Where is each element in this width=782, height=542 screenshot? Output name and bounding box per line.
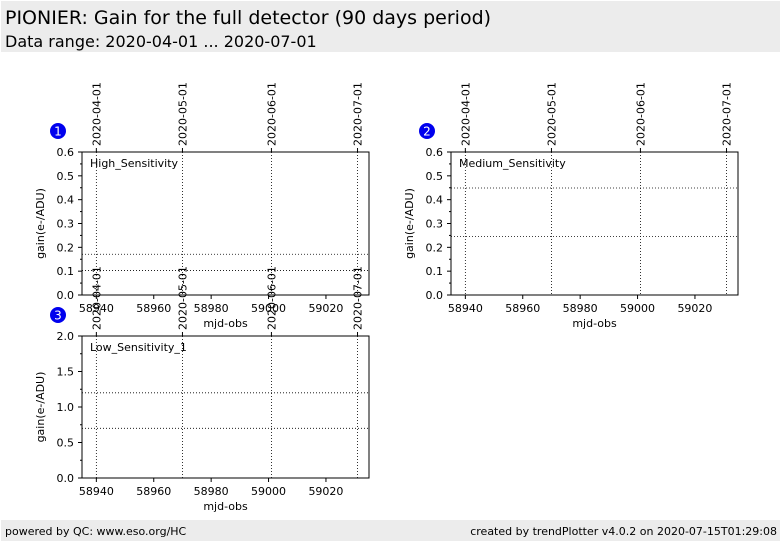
x-axis-label: mjd-obs <box>203 317 248 330</box>
date-tick-label: 2020-07-01 <box>352 266 365 330</box>
header: PIONIER: Gain for the full detector (90 … <box>1 1 780 52</box>
y-tick-label: 0.0 <box>57 472 75 485</box>
x-tick-label: 58940 <box>448 302 483 315</box>
date-tick-label: 2020-04-01 <box>90 266 103 330</box>
plot-label: High_Sensitivity <box>90 157 179 170</box>
date-tick-label: 2020-07-01 <box>352 82 365 146</box>
plot-number-text: 1 <box>54 125 62 139</box>
y-tick-label: 0.1 <box>426 265 444 278</box>
y-tick-label: 0.6 <box>57 146 75 159</box>
x-tick-label: 59000 <box>620 302 655 315</box>
plot-number-badge <box>419 123 435 139</box>
plot-label: Medium_Sensitivity <box>459 157 566 170</box>
x-tick-label: 59020 <box>308 485 343 498</box>
y-tick-label: 0.1 <box>57 265 75 278</box>
x-tick-label: 59020 <box>677 302 712 315</box>
x-tick-label: 59020 <box>308 302 343 315</box>
y-tick-label: 0.6 <box>426 146 444 159</box>
x-tick-label: 58980 <box>194 485 229 498</box>
footer: powered by QC: www.eso.org/HC created by… <box>1 520 780 541</box>
x-tick-label: 58960 <box>136 485 171 498</box>
x-tick-label: 58980 <box>194 302 229 315</box>
y-axis-label: gain(e-/ADU) <box>403 188 416 259</box>
date-tick-label: 2020-05-01 <box>176 82 189 146</box>
y-tick-label: 0.0 <box>426 289 444 302</box>
plot-label: Low_Sensitivity_1 <box>90 341 187 354</box>
x-axis-label: mjd-obs <box>203 500 248 513</box>
plot-area-3 <box>81 335 370 479</box>
x-tick-label: 58940 <box>79 302 114 315</box>
plot-number-text: 3 <box>54 309 62 323</box>
footer-powered-by: powered by QC: www.eso.org/HC <box>5 525 187 538</box>
y-axis-label: gain(e-/ADU) <box>34 188 47 259</box>
plot-number-badge <box>50 307 66 323</box>
y-tick-label: 0.0 <box>57 289 75 302</box>
page-subtitle: Data range: 2020-04-01 ... 2020-07-01 <box>5 32 317 51</box>
y-tick-label: 1.5 <box>57 366 75 379</box>
date-tick-label: 2020-04-01 <box>459 82 472 146</box>
date-tick-label: 2020-05-01 <box>176 266 189 330</box>
x-axis-label: mjd-obs <box>572 317 617 330</box>
x-tick-label: 58980 <box>563 302 598 315</box>
y-tick-label: 0.4 <box>426 194 444 207</box>
y-tick-label: 0.4 <box>57 194 75 207</box>
date-tick-label: 2020-06-01 <box>634 82 647 146</box>
y-tick-label: 0.5 <box>426 170 444 183</box>
y-tick-label: 0.3 <box>57 218 75 231</box>
y-tick-label: 0.2 <box>426 241 444 254</box>
plot-number-text: 2 <box>423 125 431 139</box>
date-tick-label: 2020-07-01 <box>721 82 734 146</box>
x-tick-label: 58960 <box>505 302 540 315</box>
x-tick-label: 59000 <box>251 485 286 498</box>
y-axis-label: gain(e-/ADU) <box>34 372 47 443</box>
y-tick-label: 0.3 <box>426 218 444 231</box>
x-tick-label: 58940 <box>79 485 114 498</box>
y-tick-label: 0.5 <box>57 170 75 183</box>
date-tick-label: 2020-04-01 <box>90 82 103 146</box>
page-title: PIONIER: Gain for the full detector (90 … <box>5 7 492 29</box>
y-tick-label: 1.0 <box>57 401 75 414</box>
plot-area-1 <box>81 151 370 296</box>
footer-created-by: created by trendPlotter v4.0.2 on 2020-0… <box>470 525 777 538</box>
y-tick-label: 2.0 <box>57 330 75 343</box>
plot-number-badge <box>50 123 66 139</box>
date-tick-label: 2020-06-01 <box>265 266 278 330</box>
plot-area-2 <box>450 151 739 296</box>
y-tick-label: 0.5 <box>57 437 75 450</box>
x-tick-label: 58960 <box>136 302 171 315</box>
date-tick-label: 2020-06-01 <box>265 82 278 146</box>
y-tick-label: 0.2 <box>57 241 75 254</box>
date-tick-label: 2020-05-01 <box>545 82 558 146</box>
x-tick-label: 59000 <box>251 302 286 315</box>
